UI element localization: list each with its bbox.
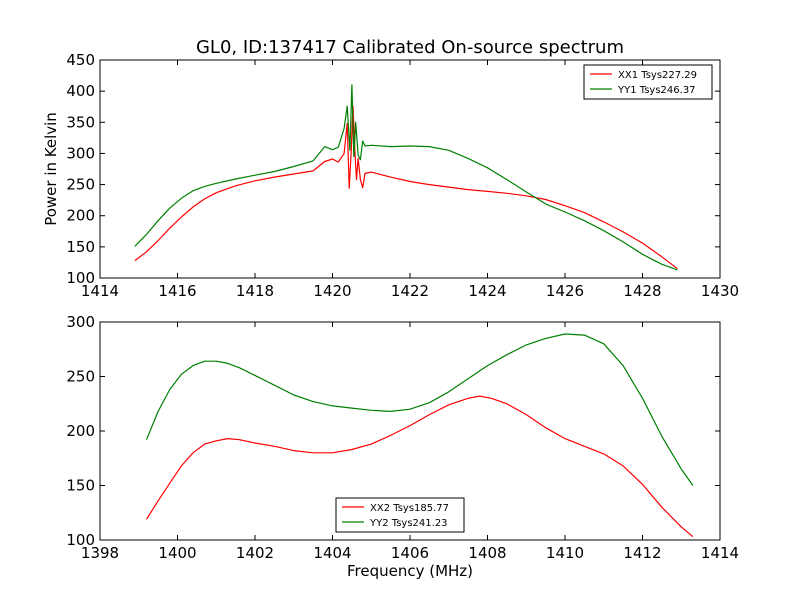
- y-tick-label: 200: [66, 422, 95, 440]
- x-tick-label: 1420: [313, 282, 351, 300]
- x-tick-label: 1418: [236, 282, 274, 300]
- y-tick-label: 200: [66, 207, 95, 225]
- y-tick-label: 400: [66, 82, 95, 100]
- y-tick-label: 100: [66, 531, 95, 549]
- legend: XX1 Tsys227.29 YY1 Tsys246.37: [583, 64, 713, 100]
- legend-box: [583, 64, 713, 100]
- x-tick-label: 1414: [701, 544, 739, 562]
- legend-label: XX2 Tsys185.77: [370, 503, 449, 514]
- y-axis-label: Power in Kelvin: [42, 112, 60, 226]
- y-tick-label: 250: [66, 368, 95, 386]
- series-line-1: [145, 395, 694, 538]
- legend-label: YY1 Tsys246.37: [617, 85, 696, 96]
- x-tick-label: 1416: [158, 282, 196, 300]
- x-tick-label: 1426: [546, 282, 584, 300]
- x-tick-label: 1424: [468, 282, 506, 300]
- legend: XX2 Tsys185.77 YY2 Tsys241.23: [335, 497, 465, 533]
- x-axis-label: Frequency (MHz): [347, 562, 473, 580]
- x-tick-label: 1408: [468, 544, 506, 562]
- series-line-2: [145, 333, 694, 486]
- x-tick-label: 1406: [391, 544, 429, 562]
- y-tick-label: 350: [66, 113, 95, 131]
- y-tick-label: 450: [66, 51, 95, 69]
- y-tick-label: 150: [66, 238, 95, 256]
- chart-bottom: 1398 1400 1402 1404 1406 1408 1410 1412 1414 100 1…: [66, 313, 739, 580]
- y-tick-label: 300: [66, 144, 95, 162]
- x-tick-label: 1414: [81, 282, 119, 300]
- x-tick-label: 1428: [623, 282, 661, 300]
- legend-label: YY2 Tsys241.23: [369, 518, 448, 529]
- chart-top: 1414 1416 1418 1420 1422 1424 1426 1428 1430 100 1…: [42, 51, 739, 300]
- x-tick-label: 1404: [313, 544, 351, 562]
- x-tick-label: 1430: [701, 282, 739, 300]
- x-tick-label: 1422: [391, 282, 429, 300]
- x-tick-label: 1398: [81, 544, 119, 562]
- y-tick-label: 100: [66, 269, 95, 287]
- x-tick-label: 1400: [158, 544, 196, 562]
- x-tick-label: 1402: [236, 544, 274, 562]
- series-line-2: [134, 84, 678, 271]
- x-tick-label: 1410: [546, 544, 584, 562]
- x-tick-label: 1412: [623, 544, 661, 562]
- legend-label: XX1 Tsys227.29: [618, 70, 697, 81]
- y-tick-label: 250: [66, 176, 95, 194]
- y-tick-label: 150: [66, 477, 95, 495]
- chart-title: GL0, ID:137417 Calibrated On-source spec…: [196, 37, 624, 58]
- series-line-1: [134, 105, 678, 270]
- y-tick-label: 300: [66, 313, 95, 331]
- legend-box: [335, 497, 465, 533]
